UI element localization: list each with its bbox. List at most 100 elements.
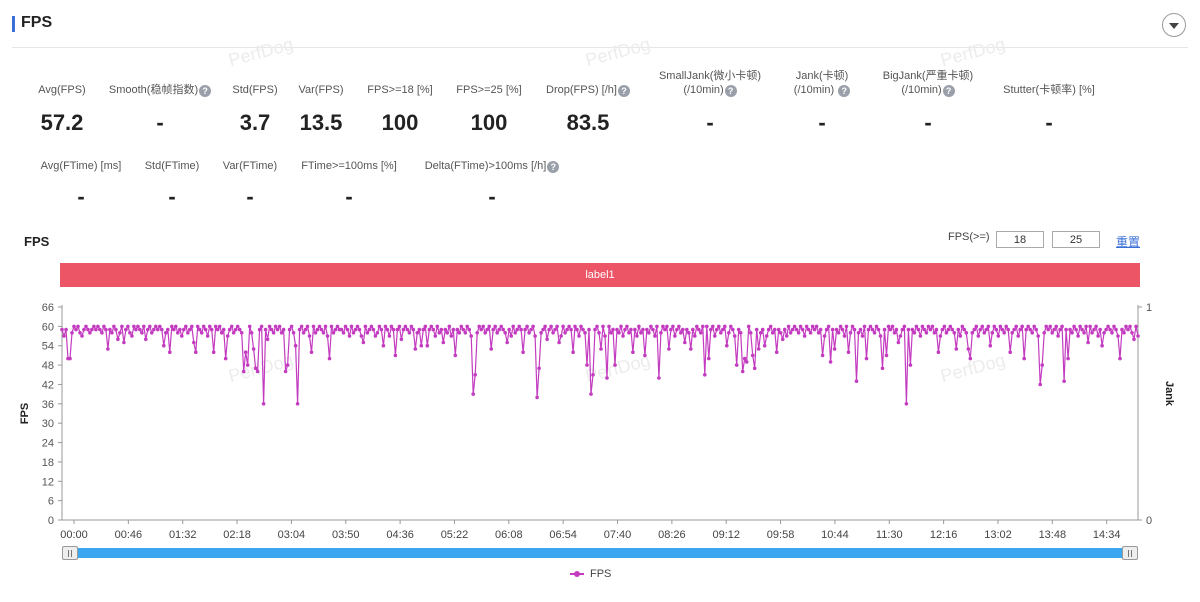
fps-data-point: [307, 334, 312, 338]
threshold-input-1[interactable]: [996, 231, 1044, 248]
fps-data-point: [856, 331, 861, 335]
fps-series-line: [61, 324, 1139, 404]
fps-data-point: [281, 327, 286, 332]
fps-data-point: [479, 327, 484, 332]
x-tick-label: 07:40: [604, 529, 632, 541]
chart-legend[interactable]: FPS: [570, 568, 611, 580]
fps-data-point: [802, 334, 807, 338]
slider-handle-left[interactable]: [62, 546, 78, 560]
help-icon[interactable]: ?: [942, 85, 955, 97]
fps-data-point: [257, 327, 262, 332]
fps-data-point: [1094, 324, 1098, 329]
help-icon[interactable]: ?: [547, 161, 560, 173]
fps-data-point: [884, 353, 889, 358]
fps-data-point: [1136, 334, 1140, 338]
fps-data-point: [1096, 334, 1100, 338]
fps-data-point: [229, 324, 234, 329]
fps-data-point: [379, 327, 384, 332]
fps-data-point: [415, 331, 420, 335]
fps-data-point: [571, 350, 575, 354]
fps-data-point: [140, 331, 144, 335]
fps-data-point: [986, 324, 991, 329]
threshold-label: FPS(>=): [948, 231, 990, 243]
fps-data-point: [521, 350, 525, 354]
fps-data-point: [1050, 331, 1054, 335]
fps-data-point: [762, 343, 767, 348]
panel-title: FPS: [21, 14, 53, 31]
fps-data-point: [387, 334, 392, 338]
metric-std-ftime: Std(FTime) -: [134, 159, 210, 213]
help-icon[interactable]: ?: [724, 85, 737, 97]
fps-data-point: [108, 327, 112, 332]
fps-data-point: [936, 350, 941, 354]
fps-line-chart[interactable]: 0 6 12 18 24 30 36 42 48 54 60 66 0 1 FPS Jank 00:00 00:4…: [0, 295, 1200, 545]
fps-data-point: [681, 327, 685, 332]
metric-value: 3.7: [239, 110, 271, 135]
fps-data-point: [509, 334, 513, 338]
fps-data-point: [956, 327, 961, 332]
collapse-chevron-icon[interactable]: [1162, 13, 1186, 37]
fps-data-point: [862, 324, 867, 329]
fps-data-point: [425, 343, 430, 348]
fps-data-point: [519, 327, 523, 332]
fps-data-point: [186, 331, 190, 335]
reset-link[interactable]: 重置: [1116, 235, 1141, 249]
fps-data-point: [156, 327, 160, 332]
threshold-input-2[interactable]: [1052, 231, 1100, 248]
fps-data-point: [734, 363, 739, 367]
help-icon[interactable]: ?: [838, 85, 851, 97]
fps-data-point: [760, 327, 765, 332]
fps-data-point: [1026, 324, 1030, 329]
fps-data-point: [475, 331, 480, 335]
fps-data-point: [659, 331, 663, 335]
fps-data-point: [549, 324, 553, 329]
slider-track[interactable]: [70, 548, 1130, 558]
label-band[interactable]: label1: [60, 263, 1140, 287]
fps-data-point: [647, 331, 651, 335]
fps-data-point: [365, 331, 370, 335]
fps-data-point: [1012, 327, 1016, 332]
y-tick-label: 54: [42, 341, 54, 353]
fps-data-point: [978, 327, 983, 332]
fps-data-point: [858, 327, 863, 332]
fps-data-point: [197, 327, 202, 332]
fps-data-point: [100, 331, 104, 335]
fps-data-point: [146, 327, 150, 332]
fps-data-point: [359, 334, 364, 338]
metric-value: -: [818, 110, 826, 135]
fps-data-point: [467, 327, 472, 332]
y-axis-label: FPS: [19, 403, 31, 424]
fps-data-point: [1122, 331, 1126, 335]
fps-data-point: [810, 324, 815, 329]
fps-data-point: [219, 331, 224, 335]
fps-data-point: [984, 327, 989, 332]
help-icon[interactable]: ?: [199, 85, 212, 97]
fps-data-point: [1016, 334, 1020, 338]
fps-data-point: [162, 343, 166, 348]
fps-data-point: [277, 324, 282, 329]
fps-data-point: [1036, 334, 1040, 338]
help-icon[interactable]: ?: [617, 85, 630, 97]
y-tick-label: 36: [42, 399, 54, 411]
fps-data-point: [565, 327, 569, 332]
fps-data-point: [1038, 382, 1042, 387]
fps-data-point: [255, 369, 260, 374]
metric-value: -: [706, 110, 714, 135]
fps-data-point: [727, 331, 731, 335]
fps-data-point: [661, 324, 665, 329]
fps-data-point: [86, 327, 90, 332]
fps-data-point: [94, 327, 98, 332]
fps-data-point: [842, 334, 847, 338]
fps-data-point: [205, 334, 210, 338]
fps-data-point: [653, 334, 657, 338]
fps-data-point: [489, 347, 494, 351]
fps-data-point: [629, 327, 633, 332]
x-tick-label: 09:12: [712, 529, 740, 541]
slider-handle-right[interactable]: [1122, 546, 1138, 560]
fps-data-point: [786, 324, 791, 329]
fps-data-point: [1108, 327, 1112, 332]
fps-data-point: [752, 366, 757, 371]
time-range-slider[interactable]: [62, 546, 1138, 560]
metric-smooth: Smooth(稳帧指数)? -: [100, 83, 220, 139]
fps-data-point: [459, 324, 464, 329]
